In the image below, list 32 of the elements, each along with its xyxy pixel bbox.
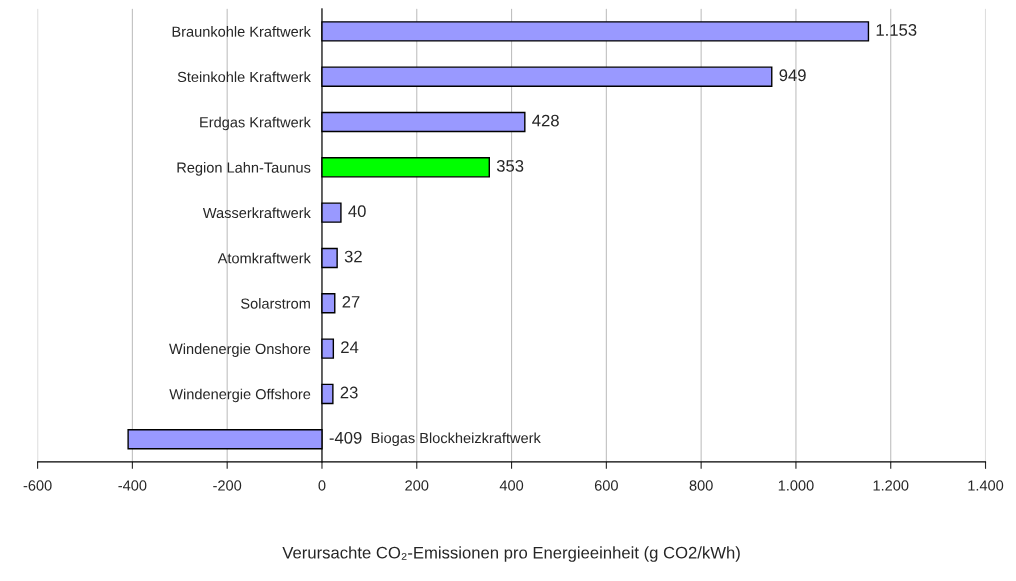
x-tick-label: 800 [689, 480, 713, 491]
x-tick-label: 0 [318, 480, 326, 491]
data-label: 353 [496, 160, 524, 172]
x-tick-label: 1.000 [778, 480, 814, 491]
y-tick-label: Biogas Blockheizkraftwerk [371, 432, 541, 447]
y-tick-label: Steinkohle Kraftwerk [177, 71, 311, 83]
data-label: 24 [341, 341, 359, 353]
x-tick-label: 400 [499, 480, 524, 491]
x-tick-label: 1.200 [873, 480, 909, 491]
y-tick-label: Atomkraftwerk [217, 252, 311, 264]
data-label: 428 [532, 114, 559, 127]
y-tick-label: Solarstrom [241, 298, 310, 309]
y-tick-label: Region Lahn-Taunus [177, 162, 311, 176]
data-label: -409 [329, 431, 362, 444]
y-tick-label: Braunkohle Kraftwerk [172, 26, 311, 37]
y-tick-label: Windenergie Onshore [169, 343, 311, 357]
data-label: 1.153 [876, 24, 917, 36]
x-tick-label: -400 [118, 480, 147, 491]
data-label: 27 [342, 295, 360, 308]
data-label: 23 [340, 386, 358, 399]
x-tick-label: 200 [405, 480, 429, 491]
x-tick-label: -600 [23, 480, 52, 491]
data-label: 949 [779, 69, 806, 82]
y-tick-label: Wasserkraftwerk [202, 207, 311, 219]
data-label: 40 [348, 205, 366, 218]
x-tick-label: -200 [213, 480, 242, 491]
y-tick-label: Windenergie Offshore [169, 388, 311, 403]
y-tick-label: Erdgas Kraftwerk [200, 116, 311, 131]
x-axis-title: Verursachte CO₂-Emissionen pro Energieeinheit (g CO2/kWh) [282, 546, 740, 562]
x-tick-label: 600 [594, 480, 618, 491]
data-label: 32 [344, 250, 362, 263]
x-tick-label: 1.400 [968, 480, 1004, 491]
